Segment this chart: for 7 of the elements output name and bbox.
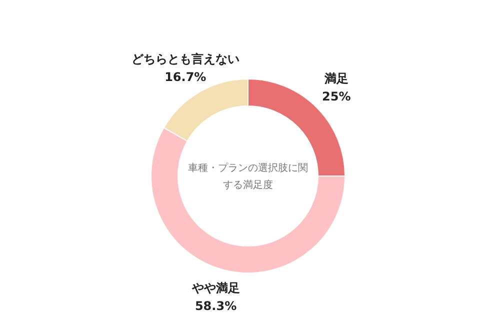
data-label: 16.7% [164,70,206,84]
text: 車種・プランの選択肢に関する満足度 [188,162,308,191]
slice-label: どちらとも言えない [131,52,240,66]
data-label: 58.3% [194,298,237,313]
slice-label: やや満足 [190,280,240,295]
data-label: 25% [322,90,351,104]
slice-label: 満足 [323,72,348,86]
